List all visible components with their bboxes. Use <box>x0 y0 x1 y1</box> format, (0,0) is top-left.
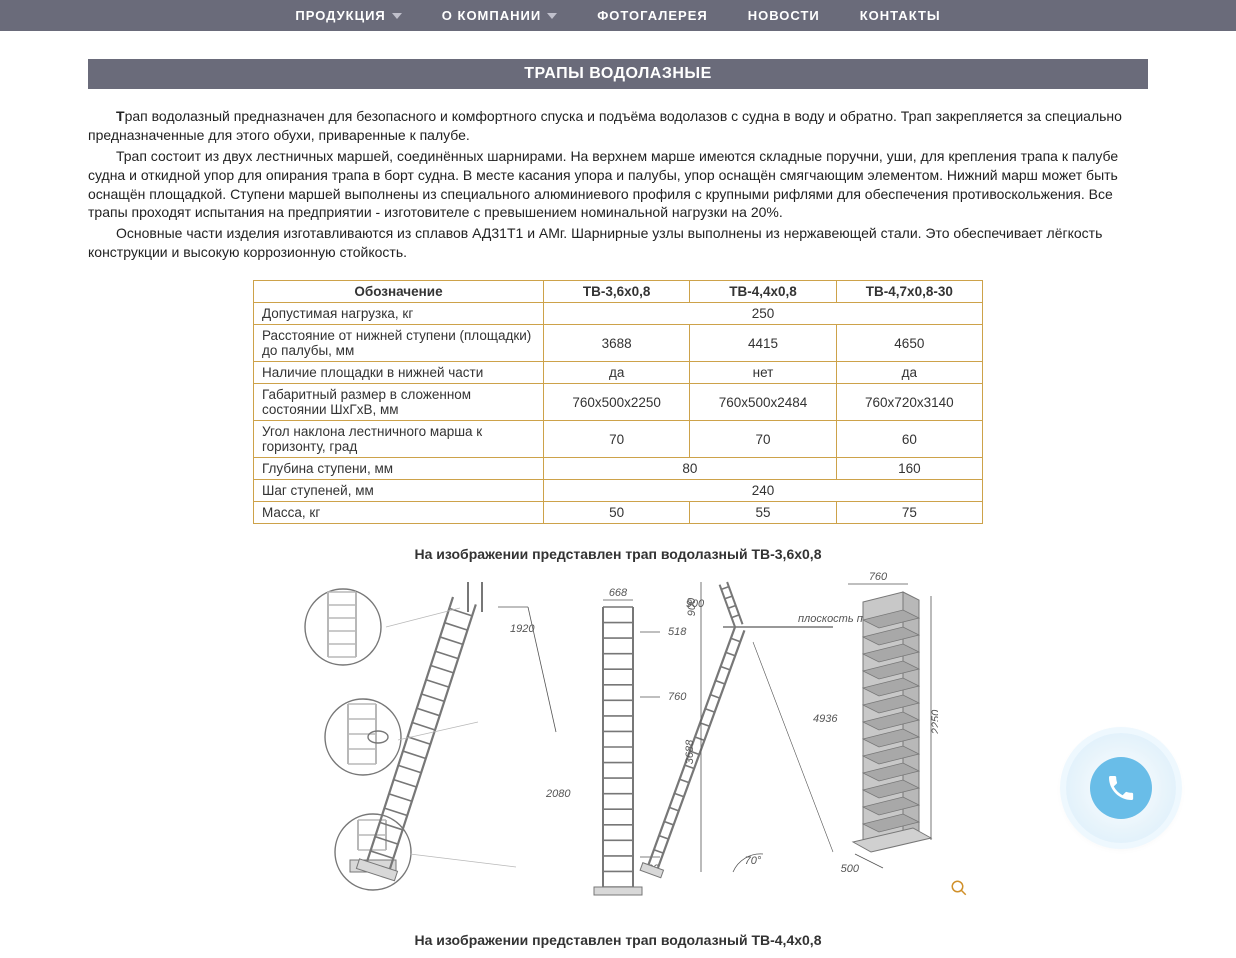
row-label: Масса, кг <box>254 502 544 524</box>
table-row: Масса, кг505575 <box>254 502 983 524</box>
table-header-model: ТВ-4,4х0,8 <box>690 281 836 303</box>
table-row: Габаритный размер в сложенном состоянии … <box>254 384 983 421</box>
table-row: Расстояние от нижней ступени (площадки) … <box>254 325 983 362</box>
nav-label: ФОТОГАЛЕРЕЯ <box>597 8 708 23</box>
call-button[interactable] <box>1066 733 1176 843</box>
nav-label: ПРОДУКЦИЯ <box>295 8 385 23</box>
nav-label: НОВОСТИ <box>748 8 820 23</box>
image-caption-2: На изображении представлен трап водолазн… <box>88 932 1148 948</box>
paragraph: Трап водолазный предназначен для безопас… <box>88 107 1148 145</box>
main-nav: ПРОДУКЦИЯ О КОМПАНИИ ФОТОГАЛЕРЕЯ НОВОСТИ КОН… <box>0 0 1236 31</box>
row-value: 4650 <box>836 325 982 362</box>
row-label: Шаг ступеней, мм <box>254 480 544 502</box>
row-value: 75 <box>836 502 982 524</box>
row-value: 70 <box>690 421 836 458</box>
table-row: Допустимая нагрузка, кг250 <box>254 303 983 325</box>
svg-text:3688: 3688 <box>684 739 696 764</box>
image-caption-1: На изображении представлен трап водолазн… <box>88 546 1148 562</box>
svg-text:668: 668 <box>609 587 628 599</box>
table-header-model: ТВ-3,6х0,8 <box>544 281 690 303</box>
row-value: 160 <box>836 458 982 480</box>
chevron-down-icon <box>392 13 402 19</box>
svg-text:900: 900 <box>686 597 698 616</box>
svg-text:2080: 2080 <box>545 788 571 800</box>
svg-text:4936: 4936 <box>813 713 838 725</box>
row-label: Расстояние от нижней ступени (площадки) … <box>254 325 544 362</box>
page-container: ТРАПЫ ВОДОЛАЗНЫЕ Трап водолазный предназ… <box>88 59 1148 948</box>
row-value: 760х500х2484 <box>690 384 836 421</box>
intro-text: Трап водолазный предназначен для безопас… <box>88 107 1148 262</box>
table-row: Глубина ступени, мм80160 <box>254 458 983 480</box>
table-row: Наличие площадки в нижней частиданетда <box>254 362 983 384</box>
row-label: Угол наклона лестничного марша к горизон… <box>254 421 544 458</box>
row-value: 70 <box>544 421 690 458</box>
row-value: да <box>836 362 982 384</box>
row-value: 760х720х3140 <box>836 384 982 421</box>
page-title: ТРАПЫ ВОДОЛАЗНЫЕ <box>88 59 1148 89</box>
nav-item-3[interactable]: НОВОСТИ <box>748 8 820 23</box>
row-value: нет <box>690 362 836 384</box>
chevron-down-icon <box>547 13 557 19</box>
row-value: 55 <box>690 502 836 524</box>
table-header-model: ТВ-4,7х0,8-30 <box>836 281 982 303</box>
row-value: 80 <box>544 458 837 480</box>
row-value: 760х500х2250 <box>544 384 690 421</box>
table-header-label: Обозначение <box>254 281 544 303</box>
nav-item-4[interactable]: КОНТАКТЫ <box>860 8 941 23</box>
row-value: 240 <box>544 480 983 502</box>
nav-label: О КОМПАНИИ <box>442 8 541 23</box>
row-value: 4415 <box>690 325 836 362</box>
spec-table: ОбозначениеТВ-3,6х0,8ТВ-4,4х0,8ТВ-4,7х0,… <box>253 280 983 524</box>
row-label: Допустимая нагрузка, кг <box>254 303 544 325</box>
table-row: Шаг ступеней, мм240 <box>254 480 983 502</box>
paragraph: Трап состоит из двух лестничных маршей, … <box>88 147 1148 223</box>
table-row: Угол наклона лестничного марша к горизон… <box>254 421 983 458</box>
row-value: 3688 <box>544 325 690 362</box>
nav-label: КОНТАКТЫ <box>860 8 941 23</box>
svg-text:760: 760 <box>869 572 888 583</box>
row-value: 50 <box>544 502 690 524</box>
phone-icon <box>1090 757 1152 819</box>
paragraph: Основные части изделия изготавливаются и… <box>88 224 1148 262</box>
technical-drawing: 19202080668518760432плоскость палубы9009… <box>298 572 938 910</box>
svg-text:760: 760 <box>668 691 687 703</box>
svg-text:500: 500 <box>841 863 860 875</box>
row-value: да <box>544 362 690 384</box>
row-label: Наличие площадки в нижней части <box>254 362 544 384</box>
svg-text:518: 518 <box>668 626 687 638</box>
row-label: Глубина ступени, мм <box>254 458 544 480</box>
nav-item-0[interactable]: ПРОДУКЦИЯ <box>295 8 401 23</box>
zoom-icon[interactable] <box>950 879 968 902</box>
row-value: 250 <box>544 303 983 325</box>
svg-text:2250: 2250 <box>930 709 938 735</box>
nav-item-1[interactable]: О КОМПАНИИ <box>442 8 557 23</box>
row-label: Габаритный размер в сложенном состоянии … <box>254 384 544 421</box>
svg-text:1920: 1920 <box>510 623 535 635</box>
row-value: 60 <box>836 421 982 458</box>
nav-item-2[interactable]: ФОТОГАЛЕРЕЯ <box>597 8 708 23</box>
